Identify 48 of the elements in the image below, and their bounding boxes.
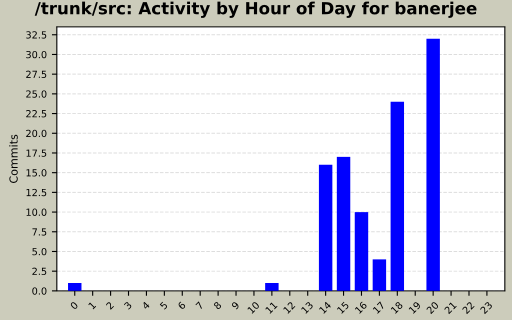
x-tick-label: 20 (426, 301, 440, 314)
x-tick-label: 23 (480, 301, 493, 314)
y-tick-label: 15.0 (26, 169, 46, 177)
bar (318, 164, 332, 291)
x-tick-label: 17 (372, 301, 386, 314)
y-tick-label: 12.5 (26, 188, 46, 196)
x-tick-label: 9 (231, 301, 240, 310)
y-tick-label: 17.5 (26, 150, 46, 157)
y-tick-label: 25.0 (26, 90, 46, 98)
bar (265, 283, 279, 291)
x-tick-label: 13 (300, 301, 314, 314)
y-tick-label: 10.0 (26, 208, 46, 216)
bar (390, 102, 404, 291)
bar (336, 156, 350, 291)
x-tick-label: 8 (213, 301, 222, 310)
x-tick-label: 4 (141, 301, 150, 310)
y-tick-label: 7.5 (32, 228, 46, 236)
bar (372, 259, 386, 291)
x-tick-label: 18 (390, 301, 404, 314)
x-tick-label: 3 (124, 301, 132, 310)
y-tick-label: 22.5 (26, 110, 46, 118)
x-tick-label: 5 (160, 301, 168, 310)
x-tick-label: 6 (177, 301, 186, 310)
bar (354, 212, 368, 291)
x-tick-label: 16 (354, 301, 368, 314)
x-tick-label: 14 (318, 301, 332, 314)
x-tick-label: 11 (265, 301, 278, 314)
y-tick-label: 0.0 (32, 287, 46, 295)
chart-title: /trunk/src: Activity by Hour of Day for banerjee (34, 2, 476, 18)
y-tick-label: 2.5 (32, 268, 46, 276)
x-tick-label: 12 (282, 301, 296, 314)
bar (68, 283, 82, 291)
x-tick-label: 15 (336, 301, 350, 314)
y-tick-label: 27.5 (26, 70, 46, 78)
bar (426, 38, 440, 291)
y-axis-title: Commits (9, 134, 18, 183)
y-tick-label: 32.5 (26, 31, 46, 39)
x-tick-label: 21 (444, 301, 457, 314)
x-tick-label: 2 (106, 301, 114, 310)
x-tick-label: 7 (195, 301, 204, 310)
x-tick-label: 10 (247, 301, 260, 314)
x-tick-label: 19 (408, 301, 422, 314)
x-tick-label: 1 (88, 301, 96, 310)
x-tick-label: 0 (70, 301, 78, 310)
x-tick-label: 22 (462, 301, 475, 314)
y-tick-label: 5.0 (32, 248, 46, 256)
y-tick-label: 20.0 (26, 130, 46, 138)
y-tick-label: 30.0 (26, 50, 46, 58)
